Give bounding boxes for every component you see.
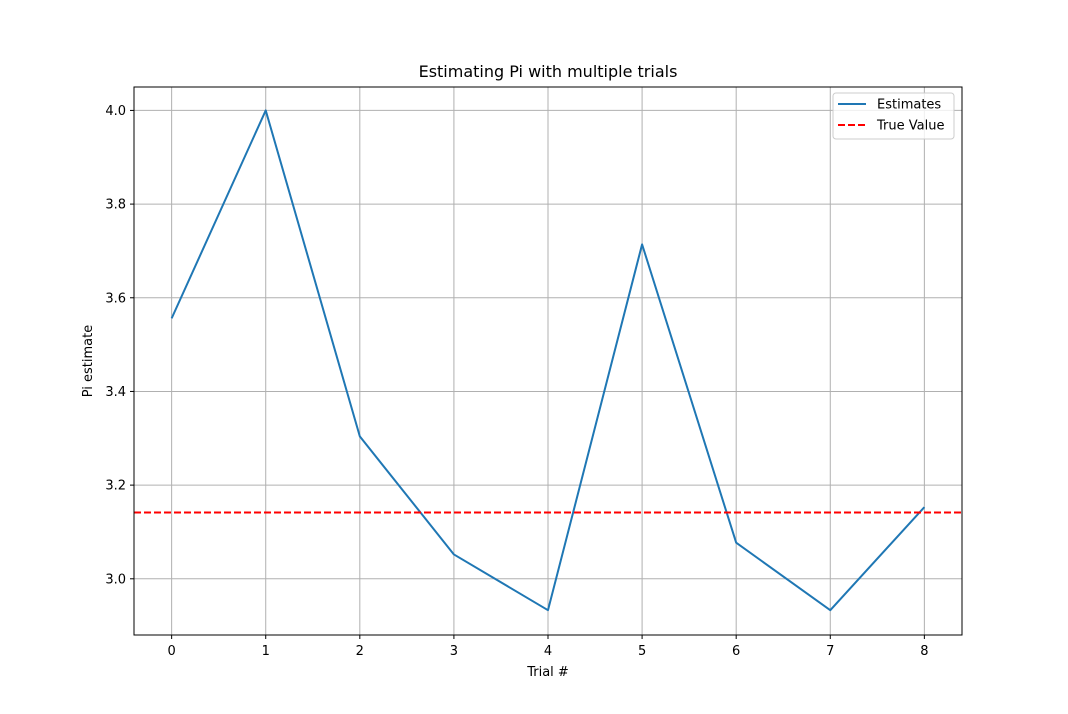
y-tick-label: 3.0 <box>105 572 126 587</box>
y-tick-label: 3.4 <box>105 385 126 400</box>
grid-lines <box>134 87 962 635</box>
chart-title: Estimating Pi with multiple trials <box>419 62 678 81</box>
y-tick-label: 3.2 <box>105 479 126 494</box>
x-axis-label: Trial # <box>526 665 569 680</box>
plot-area <box>134 109 962 612</box>
x-tick-label: 3 <box>450 644 458 659</box>
x-axis: 0 1 2 3 4 5 6 7 8 <box>167 635 929 659</box>
y-tick-label: 3.8 <box>105 198 126 213</box>
x-tick-label: 5 <box>638 644 646 659</box>
y-tick-label: 4.0 <box>105 104 126 119</box>
x-tick-label: 7 <box>826 644 834 659</box>
x-tick-label: 6 <box>732 644 740 659</box>
y-tick-label: 3.6 <box>105 291 126 306</box>
x-tick-label: 1 <box>262 644 270 659</box>
x-tick-label: 4 <box>544 644 552 659</box>
y-axis-label: Pi estimate <box>81 325 96 398</box>
x-tick-label: 0 <box>167 644 175 659</box>
x-tick-label: 8 <box>920 644 928 659</box>
legend-label: True Value <box>876 119 944 134</box>
legend: Estimates True Value <box>832 92 955 140</box>
legend-label: Estimates <box>877 98 941 113</box>
y-axis: 3.0 3.2 3.4 3.6 3.8 4.0 <box>105 104 134 587</box>
x-tick-label: 2 <box>356 644 364 659</box>
